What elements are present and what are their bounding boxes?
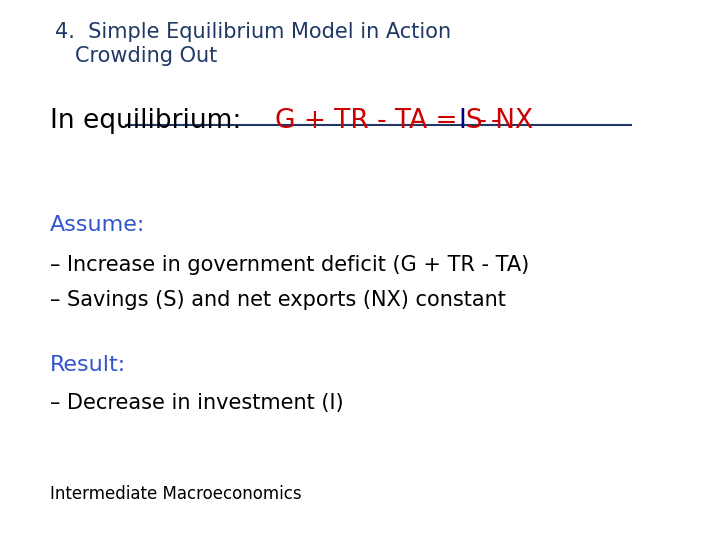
Text: Result:: Result: — [50, 355, 126, 375]
Text: G + TR - TA = S -: G + TR - TA = S - — [275, 108, 509, 134]
Text: In equilibrium:: In equilibrium: — [50, 108, 241, 134]
Text: Assume:: Assume: — [50, 215, 145, 235]
Text: - NX: - NX — [469, 108, 533, 134]
Text: – Increase in government deficit (G + TR - TA): – Increase in government deficit (G + TR… — [50, 255, 529, 275]
Text: Crowding Out: Crowding Out — [75, 46, 217, 66]
Text: – Decrease in investment (I): – Decrease in investment (I) — [50, 393, 343, 413]
Text: I: I — [459, 108, 467, 134]
Text: – Savings (S) and net exports (NX) constant: – Savings (S) and net exports (NX) const… — [50, 290, 506, 310]
Text: Intermediate Macroeconomics: Intermediate Macroeconomics — [50, 485, 302, 503]
Text: 4.  Simple Equilibrium Model in Action: 4. Simple Equilibrium Model in Action — [55, 22, 451, 42]
